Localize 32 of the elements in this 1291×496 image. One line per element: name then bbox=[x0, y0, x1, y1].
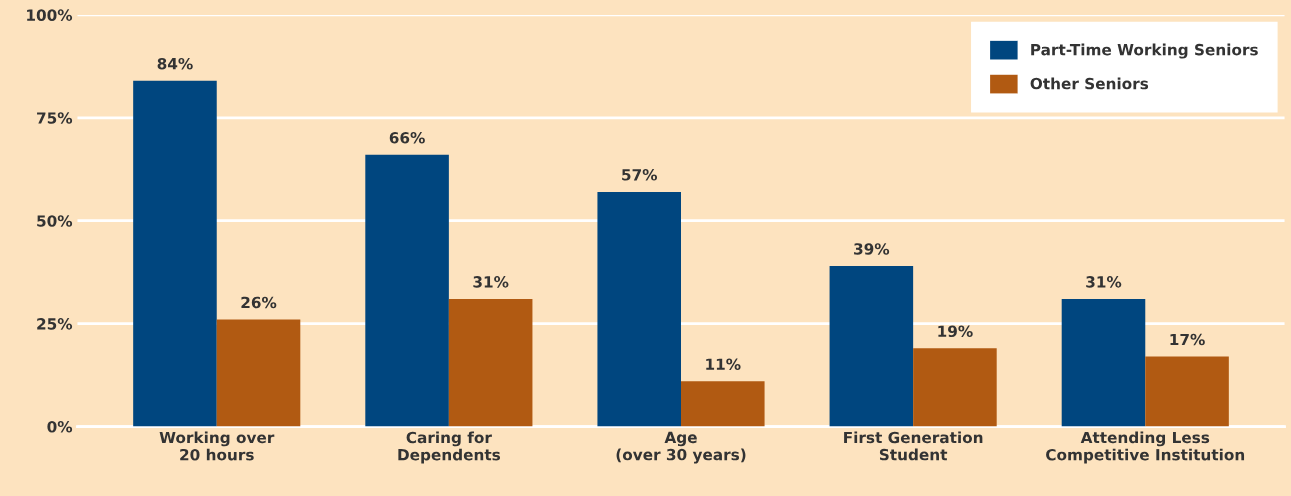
y-tick-label: 0% bbox=[47, 421, 73, 433]
bar bbox=[913, 348, 997, 427]
bar bbox=[1145, 356, 1229, 427]
data-label: 66% bbox=[389, 132, 425, 144]
bar bbox=[597, 191, 681, 427]
data-label: 17% bbox=[1170, 333, 1205, 346]
data-label: 26% bbox=[241, 296, 277, 309]
bar bbox=[829, 266, 914, 427]
x-tick-label: Age (over 30 years) bbox=[616, 431, 746, 464]
legend-label: Part-Time Working Seniors bbox=[1031, 43, 1258, 59]
bar bbox=[216, 319, 301, 427]
data-label: 31% bbox=[1086, 276, 1122, 288]
x-tick-label: Working over 20 hours bbox=[159, 431, 275, 461]
data-label: 19% bbox=[938, 325, 973, 338]
y-tick-label: 50% bbox=[37, 215, 73, 227]
bar bbox=[681, 381, 765, 427]
y-tick-label: 100% bbox=[27, 9, 73, 21]
x-tick-label: Caring for Dependents bbox=[398, 431, 501, 464]
data-label: 31% bbox=[473, 276, 509, 288]
data-label: 84% bbox=[157, 57, 193, 70]
y-tick-label: 75% bbox=[37, 112, 73, 124]
data-label: 11% bbox=[706, 358, 741, 370]
bar bbox=[1061, 298, 1146, 427]
bar bbox=[365, 154, 449, 427]
bar bbox=[448, 298, 533, 427]
x-tick-label: Attending Less Competitive Institution bbox=[1046, 431, 1245, 464]
bar bbox=[133, 80, 217, 427]
legend-label: Other Seniors bbox=[1030, 77, 1149, 90]
data-label: 57% bbox=[622, 169, 658, 181]
data-label: 39% bbox=[854, 243, 890, 255]
y-tick-label: 25% bbox=[37, 318, 73, 330]
x-tick-label: First Generation Student bbox=[844, 431, 983, 461]
